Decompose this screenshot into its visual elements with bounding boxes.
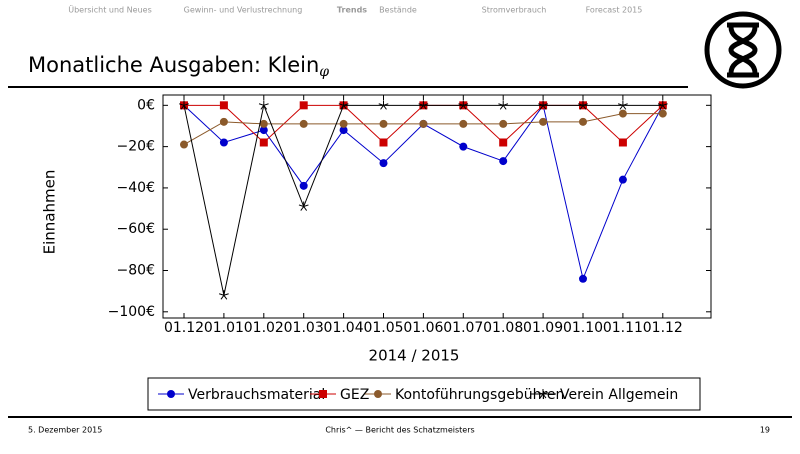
- data-point: [259, 126, 268, 135]
- legend-marker: [538, 389, 548, 399]
- x-tick-label: 01.04: [324, 320, 364, 336]
- footer-center: Chris^ — Bericht des Schatzmeisters: [325, 426, 474, 435]
- data-point: [419, 119, 428, 128]
- x-tick-label: 01.12: [164, 320, 204, 336]
- legend-label: GEZ: [340, 387, 369, 403]
- data-point: [579, 274, 587, 283]
- x-tick-label: 01.06: [403, 320, 443, 336]
- data-point: [219, 117, 228, 126]
- nav-item: Forecast 2015: [586, 6, 643, 15]
- x-tick-label: 01.05: [363, 320, 403, 336]
- legend-label: Verbrauchsmaterial: [188, 387, 325, 403]
- data-point: [218, 290, 229, 300]
- x-tick-label: 01.01: [204, 320, 244, 336]
- nav-item: Bestände: [379, 6, 417, 15]
- data-point: [657, 100, 668, 110]
- y-axis-label: Einnahmen: [41, 170, 59, 255]
- legend-marker: [374, 390, 382, 398]
- data-point: [617, 100, 628, 110]
- data-point: [179, 100, 189, 110]
- x-tick-label: 01.02: [244, 320, 284, 336]
- data-point: [259, 119, 268, 128]
- data-point: [378, 100, 389, 110]
- data-point: [499, 157, 508, 166]
- y-tick-label: −80€: [117, 263, 155, 279]
- y-tick-label: −100€: [108, 304, 155, 320]
- nav-item: Trends: [337, 6, 367, 15]
- data-point: [499, 119, 508, 128]
- slide-title-main: Monatliche Ausgaben: Klein: [28, 53, 319, 77]
- y-tick-label: 0€: [137, 97, 155, 113]
- x-tick-label: 01.12: [643, 320, 683, 336]
- legend-marker: [319, 390, 327, 398]
- data-point: [379, 159, 388, 168]
- data-point: [299, 119, 308, 128]
- data-point: [618, 175, 627, 184]
- data-point: [579, 117, 587, 126]
- y-tick-label: −60€: [117, 221, 155, 237]
- footer-date: 5. Dezember 2015: [28, 426, 102, 435]
- plot-frame: [162, 94, 712, 319]
- x-tick-label: 01.10: [563, 320, 603, 336]
- data-point: [459, 142, 468, 151]
- data-point: [299, 101, 308, 110]
- data-point: [538, 100, 549, 110]
- data-point: [618, 138, 627, 147]
- data-point: [618, 109, 627, 118]
- y-tick-label: −40€: [117, 180, 155, 196]
- data-point: [299, 181, 308, 190]
- data-point: [219, 138, 228, 147]
- data-point: [298, 201, 309, 211]
- legend-label: Kontoführungsgebühren: [395, 387, 564, 403]
- legend-label: Verein Allgemein: [560, 387, 678, 403]
- data-point: [379, 119, 388, 128]
- nav-item: Gewinn- und Verlustrechnung: [184, 6, 303, 15]
- data-point: [339, 126, 348, 135]
- data-point: [258, 100, 269, 110]
- slide-title-subscript: φ: [319, 64, 329, 80]
- data-point: [180, 140, 188, 149]
- data-point: [379, 138, 388, 147]
- x-tick-label: 01.11: [603, 320, 643, 336]
- legend-marker: [167, 390, 175, 398]
- x-tick-label: 01.09: [523, 320, 563, 336]
- data-point: [578, 100, 588, 110]
- legend-box: [147, 377, 701, 411]
- data-point: [658, 109, 667, 118]
- series-line: [183, 103, 663, 296]
- slide-title: Monatliche Ausgaben: Kleinφ: [28, 53, 329, 80]
- nav-item: Stromverbrauch: [482, 6, 547, 15]
- data-point: [338, 100, 349, 110]
- footer-page: 19: [760, 426, 770, 435]
- data-point: [458, 100, 469, 110]
- x-tick-label: 01.07: [443, 320, 483, 336]
- data-point: [499, 138, 508, 147]
- data-point: [339, 119, 348, 128]
- nav-item: Übersicht und Neues: [68, 5, 152, 15]
- series-line: [183, 104, 664, 281]
- x-axis-label: 2014 / 2015: [369, 347, 460, 365]
- data-point: [459, 119, 468, 128]
- x-tick-label: 01.08: [483, 320, 523, 336]
- logo: [704, 11, 782, 89]
- data-point: [539, 117, 548, 126]
- data-point: [498, 100, 509, 110]
- series-line: [183, 113, 663, 145]
- y-tick-label: −20€: [117, 139, 155, 155]
- data-point: [259, 138, 268, 147]
- data-point: [418, 100, 429, 110]
- x-tick-label: 01.03: [284, 320, 324, 336]
- data-point: [219, 101, 228, 110]
